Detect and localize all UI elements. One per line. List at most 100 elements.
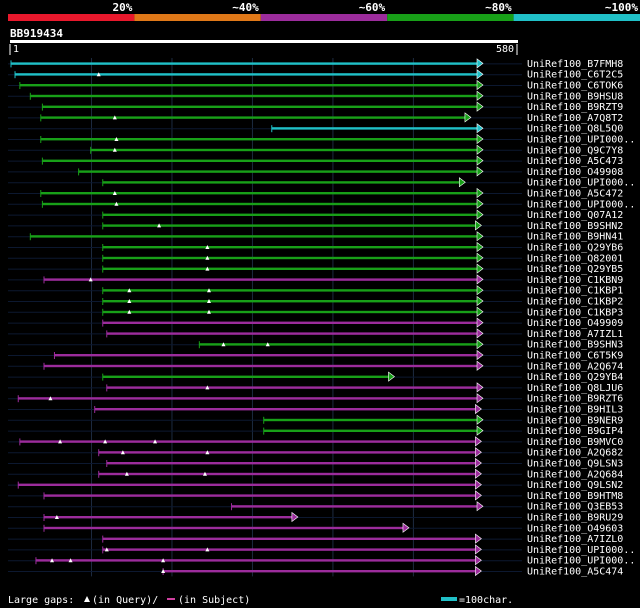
hit-bar[interactable] <box>98 451 476 454</box>
hit-row[interactable]: UniRef100_A5C473 <box>8 155 623 167</box>
hit-row[interactable]: UniRef100_Q82001 <box>8 252 623 264</box>
hit-bar[interactable] <box>43 364 478 368</box>
hit-bar[interactable] <box>106 332 477 335</box>
hit-row[interactable]: UniRef100_Q29YB5 <box>8 263 623 275</box>
hit-bar[interactable] <box>106 386 477 389</box>
hit-name[interactable]: UniRef100_Q3EB53 <box>527 502 623 513</box>
hit-bar[interactable] <box>102 321 478 324</box>
hit-bar[interactable] <box>30 94 477 98</box>
hit-bar[interactable] <box>15 73 478 76</box>
hit-row[interactable]: UniRef100_Q29YB6 <box>8 241 623 254</box>
hit-name[interactable]: UniRef100_C6T2C5 <box>527 70 623 81</box>
hit-name[interactable]: UniRef100_A2Q674 <box>527 361 623 372</box>
hit-name[interactable]: UniRef100_Q9LSN3 <box>527 459 623 470</box>
hit-name[interactable]: UniRef100_B9HSU8 <box>527 91 623 102</box>
hit-row[interactable]: UniRef100_Q8LJU6 <box>8 382 623 394</box>
hit-name[interactable]: UniRef100_B9RZT6 <box>527 394 623 405</box>
hit-row[interactable]: UniRef100_B9SHN3 <box>8 339 623 351</box>
hit-name[interactable]: UniRef100_Q29YB5 <box>527 264 623 275</box>
hit-name[interactable]: UniRef100_A2Q682 <box>527 448 623 459</box>
hit-row[interactable]: UniRef100_B9MVC0 <box>8 436 623 448</box>
hit-bar[interactable] <box>102 224 476 227</box>
hit-bar[interactable] <box>40 116 465 119</box>
hit-name[interactable]: UniRef100_A2Q684 <box>527 469 623 480</box>
hit-name[interactable]: UniRef100_A7Q8T2 <box>527 113 623 124</box>
hit-row[interactable]: UniRef100_Q3EB53 <box>8 501 623 513</box>
hit-bar[interactable] <box>102 246 478 249</box>
hit-bar[interactable] <box>102 300 478 303</box>
hit-row[interactable]: UniRef100_A7IZL0 <box>8 533 623 545</box>
hit-name[interactable]: UniRef100_Q9C7Y8 <box>527 145 623 156</box>
hit-row[interactable]: UniRef100_B9RU29 <box>8 511 623 524</box>
hit-bar[interactable] <box>94 408 476 411</box>
hit-bar[interactable] <box>102 289 478 292</box>
hit-bar[interactable] <box>54 354 477 357</box>
hit-row[interactable]: UniRef100_UPI000.. <box>8 555 635 567</box>
hit-row[interactable]: UniRef100_O49908 <box>8 166 623 178</box>
hit-name[interactable]: UniRef100_B9HN41 <box>527 232 623 243</box>
hit-row[interactable]: UniRef100_A2Q684 <box>8 468 623 480</box>
hit-row[interactable]: UniRef100_UPI000.. <box>8 177 635 189</box>
hit-row[interactable]: UniRef100_A7Q8T2 <box>8 112 623 124</box>
hit-bar[interactable] <box>90 148 477 152</box>
hit-name[interactable]: UniRef100_A5C472 <box>527 189 623 200</box>
hit-name[interactable]: UniRef100_Q29YB6 <box>527 243 623 254</box>
hit-name[interactable]: UniRef100_UPI000.. <box>527 545 635 556</box>
hit-row[interactable]: UniRef100_A5C472 <box>8 187 623 200</box>
hit-row[interactable]: UniRef100_A2Q674 <box>8 360 623 372</box>
hit-name[interactable]: UniRef100_B7FMH8 <box>527 59 623 70</box>
hit-name[interactable]: UniRef100_Q9LSN2 <box>527 480 623 491</box>
hit-row[interactable]: UniRef100_C1KBP3 <box>8 306 623 318</box>
hit-bar[interactable] <box>11 62 477 65</box>
hit-row[interactable]: UniRef100_O49909 <box>8 317 623 329</box>
hit-name[interactable]: UniRef100_UPI000.. <box>527 178 635 189</box>
hit-name[interactable]: UniRef100_A7IZL0 <box>527 534 623 545</box>
hit-row[interactable]: UniRef100_C6TOK6 <box>8 79 623 92</box>
hit-bar[interactable] <box>43 516 292 519</box>
hit-name[interactable]: UniRef100_C6TOK6 <box>527 81 623 92</box>
hit-row[interactable]: UniRef100_UPI000.. <box>8 133 635 146</box>
hit-bar[interactable] <box>102 537 476 540</box>
hit-name[interactable]: UniRef100_UPI000.. <box>527 556 635 567</box>
hit-bar[interactable] <box>78 170 478 173</box>
hit-row[interactable]: UniRef100_A5C474 <box>8 565 623 578</box>
hit-name[interactable]: UniRef100_A5C473 <box>527 156 623 167</box>
hit-name[interactable]: UniRef100_Q82001 <box>527 253 623 264</box>
hit-bar[interactable] <box>102 213 478 216</box>
hit-name[interactable]: UniRef100_B9NER9 <box>527 415 623 426</box>
hit-name[interactable]: UniRef100_C1KBP2 <box>527 297 623 308</box>
hit-bar[interactable] <box>102 548 476 551</box>
hit-bar[interactable] <box>30 235 477 238</box>
hit-bar[interactable] <box>18 397 477 400</box>
hit-bar[interactable] <box>43 494 476 497</box>
hit-bar[interactable] <box>263 429 477 432</box>
hit-row[interactable]: UniRef100_B9GIP4 <box>8 425 623 437</box>
hit-bar[interactable] <box>42 202 477 206</box>
hit-bar[interactable] <box>19 84 477 87</box>
hit-row[interactable]: UniRef100_A7IZL1 <box>8 328 623 340</box>
hit-row[interactable]: UniRef100_UPI000.. <box>8 544 635 556</box>
hit-name[interactable]: UniRef100_B9RU29 <box>527 513 623 524</box>
hit-name[interactable]: UniRef100_B9HIL3 <box>527 405 623 416</box>
hit-row[interactable]: UniRef100_UPI000.. <box>8 198 635 210</box>
hit-name[interactable]: UniRef100_B9SHN2 <box>527 221 623 232</box>
hit-row[interactable]: UniRef100_Q9LSN3 <box>8 457 623 470</box>
hit-row[interactable]: UniRef100_Q29YB4 <box>8 371 623 383</box>
hit-bar[interactable] <box>35 559 476 562</box>
hit-row[interactable]: UniRef100_Q07A12 <box>8 209 623 221</box>
hit-name[interactable]: UniRef100_C1KBP3 <box>527 307 623 318</box>
hit-row[interactable]: UniRef100_C6T5K9 <box>8 349 623 362</box>
hit-bar[interactable] <box>40 192 477 195</box>
hit-bar[interactable] <box>106 462 476 465</box>
hit-name[interactable]: UniRef100_Q07A12 <box>527 210 623 221</box>
hit-row[interactable]: UniRef100_A2Q682 <box>8 447 623 459</box>
hit-row[interactable]: UniRef100_Q9C7Y8 <box>8 144 623 156</box>
hit-name[interactable]: UniRef100_C6T5K9 <box>527 351 623 362</box>
hit-bar[interactable] <box>102 181 460 184</box>
hit-row[interactable]: UniRef100_C6T2C5 <box>8 69 623 81</box>
hit-name[interactable]: UniRef100_Q8LJU6 <box>527 383 623 394</box>
hit-name[interactable]: UniRef100_B9RZT9 <box>527 102 623 113</box>
hit-name[interactable]: UniRef100_B9HTM8 <box>527 491 623 502</box>
hit-bar[interactable] <box>163 570 476 573</box>
hit-bar[interactable] <box>19 440 476 443</box>
